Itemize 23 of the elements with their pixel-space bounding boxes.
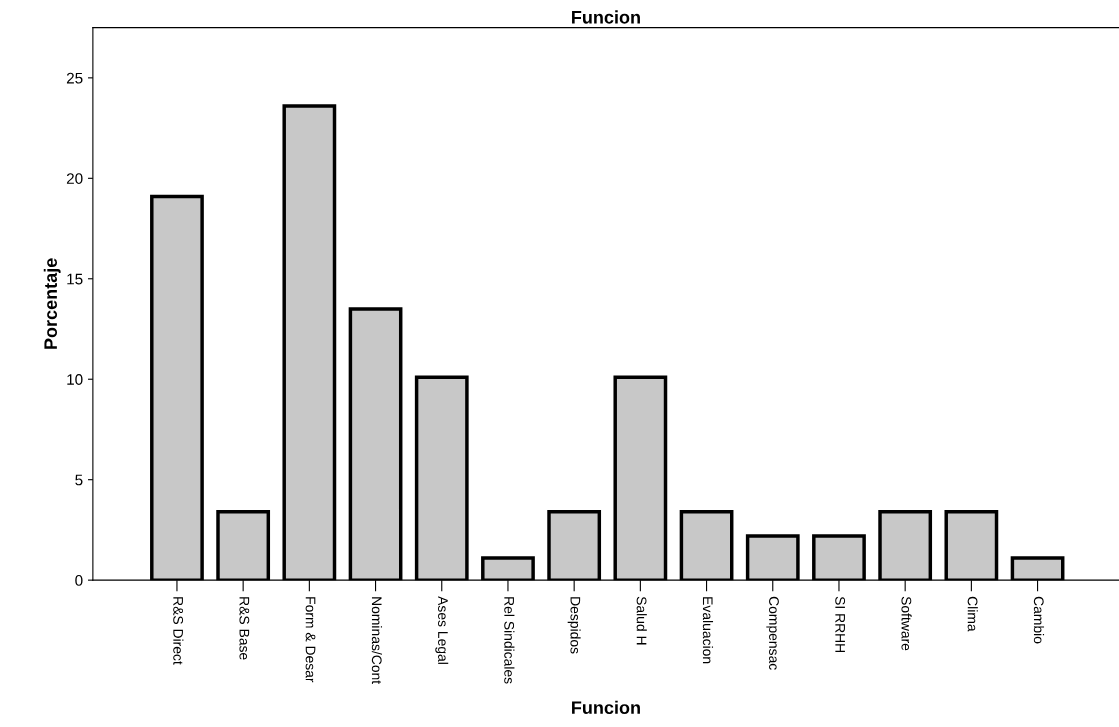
x-tick-label: R&S Direct	[173, 597, 184, 665]
x-tick-label: Compensac	[766, 596, 779, 670]
x-tick-label: Form & Desar	[305, 597, 316, 683]
y-tick-label: 15	[67, 273, 83, 285]
x-tick-label: Rel Sindicales	[504, 597, 515, 684]
y-tick-label: 10	[67, 374, 83, 385]
x-tick-label: Clima	[967, 596, 978, 632]
x-tick-label: Salud H	[636, 596, 647, 645]
x-tick-label: SI RRHH	[835, 596, 846, 653]
y-tick-label: 5	[75, 474, 83, 486]
chart-title: Funcion	[572, 10, 640, 24]
x-tick-label: Cambio	[1033, 596, 1045, 644]
y-axis-title: Porcentaje	[43, 258, 61, 349]
x-tick-label: Despidos	[567, 597, 581, 654]
y-tick-label: 25	[66, 72, 83, 84]
y-tick-label: 20	[66, 173, 83, 184]
x-axis-title: Funcion	[572, 700, 640, 715]
x-tick-label: Nominas/Cont	[371, 597, 383, 685]
x-tick-label: Ases Legal	[435, 596, 449, 664]
x-tick-label: Software	[901, 596, 912, 651]
x-tick-label: R&S Base	[239, 597, 250, 660]
x-tick-label: Evaluacion	[702, 597, 714, 664]
y-tick-label: 0	[75, 575, 83, 586]
